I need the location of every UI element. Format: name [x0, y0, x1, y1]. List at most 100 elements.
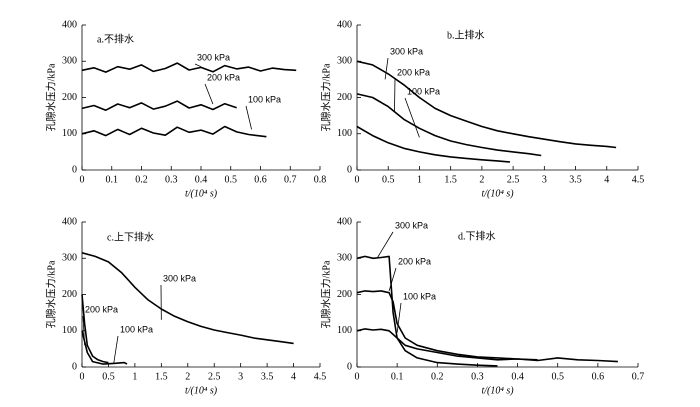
x-tick-label: 2: [185, 371, 190, 382]
annotation-arrow: [384, 57, 389, 80]
y-tick-label: 100: [62, 128, 77, 139]
x-tick-label: 3.5: [261, 371, 274, 382]
x-tick-label: 0.7: [632, 371, 645, 382]
data-line: [356, 125, 511, 163]
y-axis-label: 孔隙水压力/kPa: [319, 260, 332, 328]
series-label: 200 kPa: [85, 304, 118, 314]
annotation-arrow: [388, 267, 397, 291]
series-label: 300 kPa: [163, 273, 196, 283]
series-label: 100 kPa: [403, 291, 436, 301]
data-line: [81, 62, 297, 73]
y-tick-label: 400: [62, 19, 77, 30]
x-tick-label: 0.3: [471, 371, 484, 382]
y-tick-label: 200: [337, 289, 352, 300]
x-tick-label: 2: [479, 174, 484, 185]
x-tick-label: 0.1: [391, 371, 404, 382]
x-tick-label: 0.5: [225, 174, 238, 185]
data-line: [356, 290, 538, 361]
series-label: 200 kPa: [207, 72, 240, 82]
annotation-arrow: [204, 83, 214, 105]
x-tick-label: 0: [80, 174, 85, 185]
x-tick-label: 0.6: [592, 371, 605, 382]
x-axis-label: t/(10⁴ s): [185, 188, 218, 199]
data-line: [356, 328, 498, 367]
x-tick-label: 3.5: [569, 174, 582, 185]
y-tick-label: 0: [72, 361, 77, 372]
data-line: [356, 93, 542, 157]
x-tick-label: 4.5: [632, 174, 645, 185]
x-tick-label: 0: [80, 371, 85, 382]
x-tick-label: 4: [291, 371, 296, 382]
x-tick-label: 0: [355, 174, 360, 185]
y-tick-label: 400: [62, 216, 77, 227]
x-tick-label: 4.5: [314, 371, 327, 382]
series-label: 100 kPa: [120, 324, 153, 334]
y-tick-label: 0: [347, 361, 352, 372]
x-tick-label: 0.4: [195, 174, 208, 185]
annotation-arrow: [113, 335, 119, 364]
annotation-arrow: [245, 105, 252, 130]
data-line: [81, 294, 109, 364]
annotation-arrow: [394, 78, 396, 113]
y-axis-label: 孔隙水压力/kPa: [319, 63, 332, 131]
series-label: 300 kPa: [390, 46, 423, 56]
y-tick-label: 200: [337, 92, 352, 103]
series-label: 300 kPa: [395, 220, 428, 230]
x-tick-label: 1: [417, 174, 422, 185]
series-label: 100 kPa: [248, 94, 281, 104]
y-tick-label: 100: [62, 325, 77, 336]
data-line: [81, 330, 128, 365]
y-tick-label: 400: [337, 19, 352, 30]
annotation-arrow: [404, 97, 420, 138]
x-tick-label: 0.1: [106, 174, 119, 185]
series-label: 200 kPa: [397, 67, 430, 77]
x-tick-label: 0.3: [165, 174, 178, 185]
y-tick-label: 400: [337, 216, 352, 227]
panel-title: d.下排水: [458, 229, 496, 242]
data-line: [81, 125, 267, 138]
data-line: [81, 252, 294, 345]
x-tick-label: 0.7: [284, 174, 297, 185]
y-tick-label: 200: [62, 289, 77, 300]
x-tick-label: 2.5: [507, 174, 520, 185]
x-tick-label: 1: [132, 371, 137, 382]
x-tick-label: 0.5: [382, 174, 395, 185]
annotation-arrow: [396, 302, 402, 333]
panel-title: b.上排水: [447, 28, 485, 41]
y-tick-label: 300: [62, 56, 77, 67]
x-axis-label: t/(10⁴ s): [481, 385, 514, 396]
x-tick-label: 0: [355, 371, 360, 382]
x-tick-label: 0.2: [431, 371, 444, 382]
y-tick-label: 200: [62, 92, 77, 103]
x-tick-label: 0.8: [314, 174, 327, 185]
x-tick-label: 0.2: [135, 174, 148, 185]
x-tick-label: 2.5: [208, 371, 221, 382]
panel-title: a.不排水: [97, 32, 134, 45]
x-tick-label: 0.6: [254, 174, 267, 185]
x-tick-label: 4: [604, 174, 609, 185]
annotation-arrow: [194, 63, 202, 68]
x-tick-label: 0.5: [102, 371, 115, 382]
x-axis-label: t/(10⁴ s): [481, 188, 514, 199]
y-tick-label: 100: [337, 128, 352, 139]
data-line: [81, 100, 237, 111]
x-tick-label: 1.5: [444, 174, 457, 185]
x-tick-label: 0.5: [551, 371, 564, 382]
y-tick-label: 300: [337, 56, 352, 67]
y-tick-label: 0: [72, 164, 77, 175]
y-tick-label: 300: [62, 253, 77, 264]
x-tick-label: 1.5: [155, 371, 168, 382]
y-tick-label: 0: [347, 164, 352, 175]
y-axis-label: 孔隙水压力/kPa: [44, 63, 57, 131]
annotation-arrow: [376, 231, 394, 259]
series-label: 100 kPa: [407, 86, 440, 96]
data-line: [356, 255, 618, 363]
y-tick-label: 300: [337, 253, 352, 264]
series-label: 200 kPa: [398, 256, 431, 266]
x-tick-label: 0.4: [511, 371, 524, 382]
y-axis-label: 孔隙水压力/kPa: [44, 260, 57, 328]
y-tick-label: 100: [337, 325, 352, 336]
x-tick-label: 3: [238, 371, 243, 382]
